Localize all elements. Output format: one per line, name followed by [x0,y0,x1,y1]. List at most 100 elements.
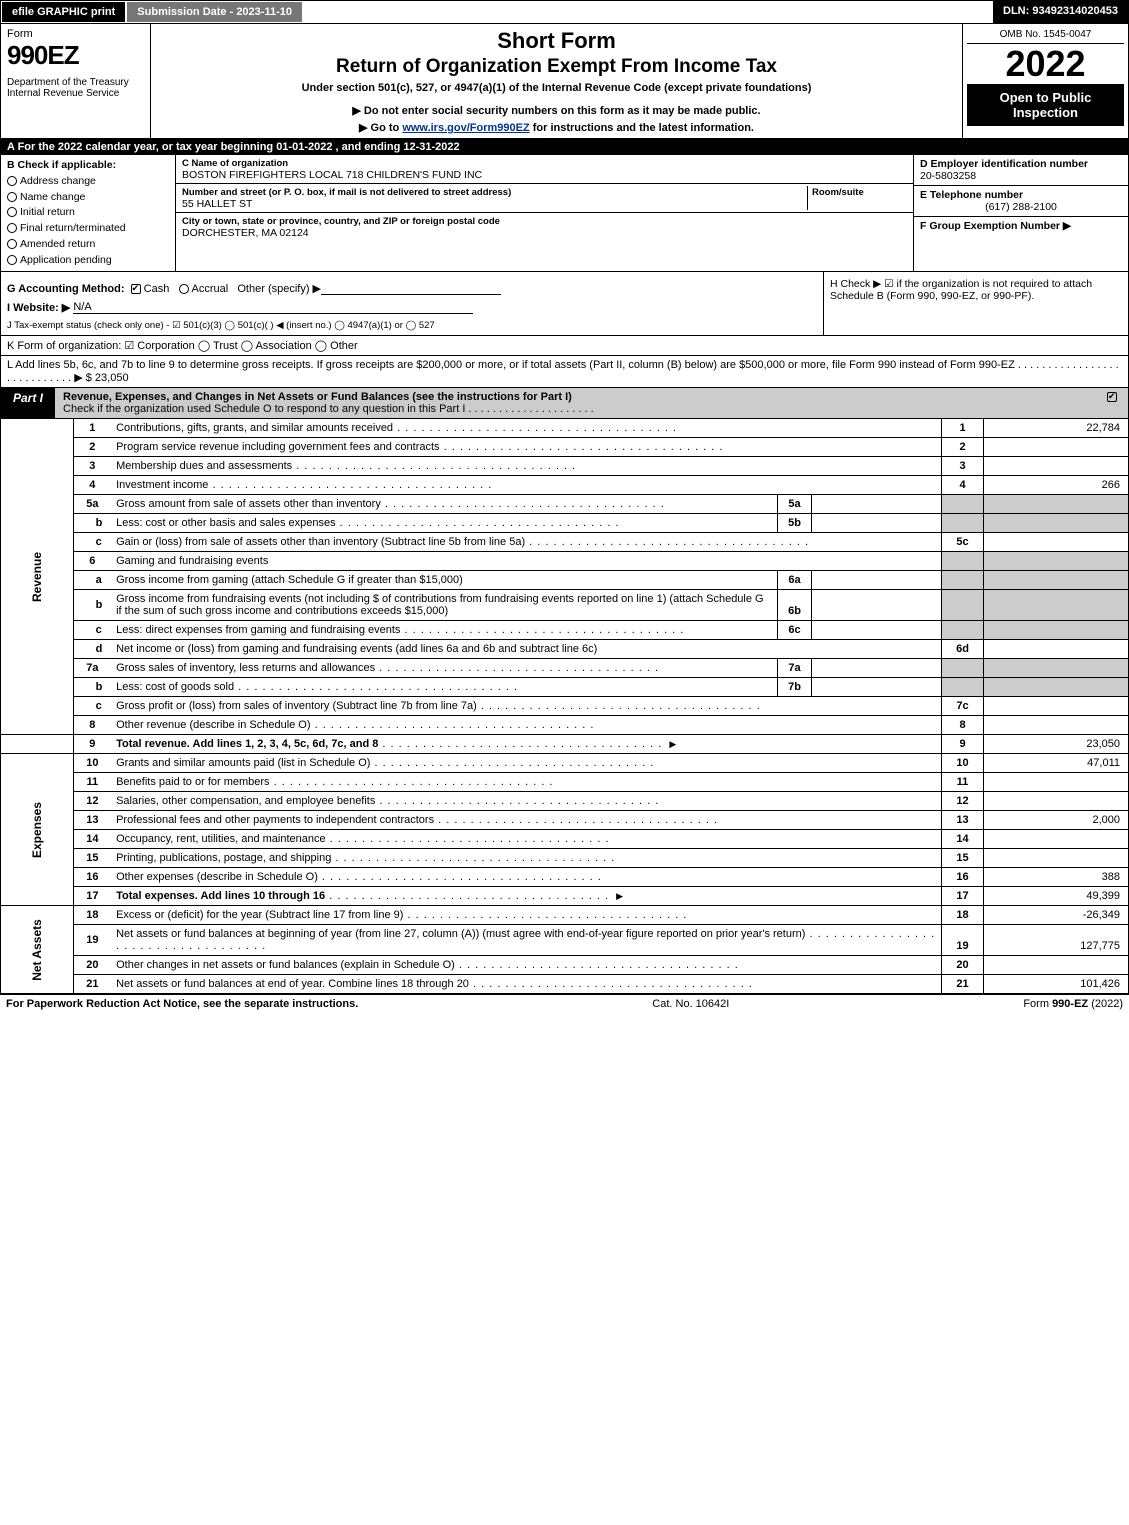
chk-final-return[interactable]: Final return/terminated [7,221,169,237]
ln6b-sv [812,590,942,621]
part1-header: Part I Revenue, Expenses, and Changes in… [0,388,1129,419]
ln11-num: 11 [73,773,111,792]
ln4-num: 4 [73,476,111,495]
title-short-form: Short Form [157,28,956,54]
section-bcdef: B Check if applicable: Address change Na… [0,155,1129,272]
ln12-rn: 12 [942,792,984,811]
ln5c-num: c [73,533,111,552]
ln15-num: 15 [73,849,111,868]
ln2-num: 2 [73,438,111,457]
ln11-rn: 11 [942,773,984,792]
ln16-val: 388 [984,868,1129,887]
ln15-desc: Printing, publications, postage, and shi… [111,849,941,868]
ln9-rn: 9 [942,735,984,754]
chk-address-change[interactable]: Address change [7,174,169,190]
goto-pre: ▶ Go to [359,122,402,134]
chk-application-pending[interactable]: Application pending [7,253,169,269]
ln7b-desc: Less: cost of goods sold [111,678,777,697]
other-method-input[interactable] [321,294,501,295]
submission-date-button[interactable]: Submission Date - 2023-11-10 [126,1,303,23]
ln20-rn: 20 [942,956,984,975]
ein-label: D Employer identification number [920,158,1088,170]
ln21-val: 101,426 [984,975,1129,994]
ln7b-sn: 7b [778,678,812,697]
title-return: Return of Organization Exempt From Incom… [157,56,956,78]
ln14-rn: 14 [942,830,984,849]
ln14-num: 14 [73,830,111,849]
ln2-rn: 2 [942,438,984,457]
col-b-checkboxes: B Check if applicable: Address change Na… [1,155,176,271]
ln3-val [984,457,1129,476]
ln4-rn: 4 [942,476,984,495]
ln17-desc: Total expenses. Add lines 10 through 16 [111,887,941,906]
chk-initial-return[interactable]: Initial return [7,205,169,221]
ln6a-sn: 6a [778,571,812,590]
ln9-desc: Total revenue. Add lines 1, 2, 3, 4, 5c,… [111,735,941,754]
ln13-num: 13 [73,811,111,830]
dln-label: DLN: 93492314020453 [993,1,1128,23]
ln10-num: 10 [73,754,111,773]
ln10-desc: Grants and similar amounts paid (list in… [111,754,941,773]
ln7b-num: b [73,678,111,697]
ln1-val: 22,784 [984,419,1129,438]
ln15-val [984,849,1129,868]
open-to-public: Open to Public Inspection [967,84,1124,126]
ln5a-desc: Gross amount from sale of assets other t… [111,495,777,514]
ln13-val: 2,000 [984,811,1129,830]
ln19-rn: 19 [942,925,984,956]
ln5a-sv [812,495,942,514]
ln12-desc: Salaries, other compensation, and employ… [111,792,941,811]
ln16-num: 16 [73,868,111,887]
chk-name-change[interactable]: Name change [7,190,169,206]
ln6c-num: c [73,621,111,640]
row-h: H Check ▶ ☑ if the organization is not r… [823,272,1128,335]
part1-checkbox[interactable] [1099,388,1128,418]
ln10-val: 47,011 [984,754,1129,773]
chk-amended-return[interactable]: Amended return [7,237,169,253]
ln5a-rvshade [984,495,1129,514]
group-exemption-label: F Group Exemption Number ▶ [920,220,1071,232]
ln20-val [984,956,1129,975]
chk-accrual[interactable] [179,284,189,294]
row-a-tax-year: A For the 2022 calendar year, or tax yea… [0,139,1129,155]
ln18-rn: 18 [942,906,984,925]
ln6a-desc: Gross income from gaming (attach Schedul… [111,571,777,590]
ghi-left: G Accounting Method: Cash Accrual Other … [1,272,823,335]
ln5b-sn: 5b [778,514,812,533]
form-word: Form [7,28,144,40]
org-name-block: C Name of organization BOSTON FIREFIGHTE… [176,155,913,184]
omb-number: OMB No. 1545-0047 [967,26,1124,44]
efile-print-button[interactable]: efile GRAPHIC print [1,1,126,23]
row-j: J Tax-exempt status (check only one) - ☑… [7,320,817,331]
footer-right: Form 990-EZ (2022) [1023,998,1123,1010]
ln12-val [984,792,1129,811]
phone-block: E Telephone number (617) 288-2100 [914,186,1128,217]
chk-cash[interactable] [131,284,141,294]
ln6d-desc: Net income or (loss) from gaming and fun… [111,640,941,659]
col-def: D Employer identification number 20-5803… [913,155,1128,271]
ln6d-num: d [73,640,111,659]
col-c-org-info: C Name of organization BOSTON FIREFIGHTE… [176,155,913,271]
i-label: I Website: ▶ [7,302,70,314]
irs-link[interactable]: www.irs.gov/Form990EZ [402,122,529,134]
org-name-label: C Name of organization [182,158,288,169]
ln6b-num: b [73,590,111,621]
ln6b-desc: Gross income from fundraising events (no… [111,590,777,621]
row-l: L Add lines 5b, 6c, and 7b to line 9 to … [0,356,1129,388]
ln5c-rn: 5c [942,533,984,552]
phone-value: (617) 288-2100 [920,201,1122,213]
ln6b-sn: 6b [778,590,812,621]
ln17-val: 49,399 [984,887,1129,906]
ln18-val: -26,349 [984,906,1129,925]
ln7a-num: 7a [73,659,111,678]
ln7a-sv [812,659,942,678]
group-exemption-block: F Group Exemption Number ▶ [914,217,1128,235]
ln6-num: 6 [73,552,111,571]
ln5b-num: b [73,514,111,533]
ln6a-num: a [73,571,111,590]
ln17-num: 17 [73,887,111,906]
form-number: 990EZ [7,40,144,71]
row-k: K Form of organization: ☑ Corporation ◯ … [0,336,1129,356]
ln8-desc: Other revenue (describe in Schedule O) [111,716,941,735]
header-center: Short Form Return of Organization Exempt… [151,24,963,138]
